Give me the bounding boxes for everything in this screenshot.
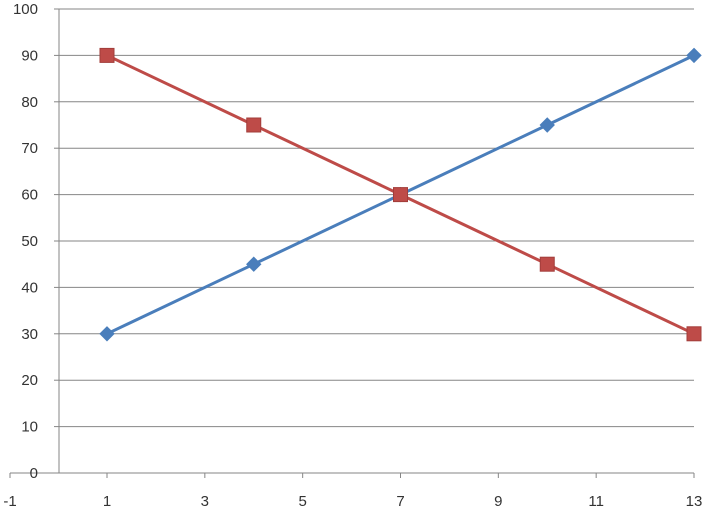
y-tick-label: 90: [21, 47, 38, 64]
y-tick-label: 70: [21, 140, 38, 157]
y-tick-label: 0: [30, 465, 38, 482]
y-tick-label: 80: [21, 94, 38, 111]
series-2-point-3: [393, 187, 408, 203]
y-tick-label: 40: [21, 279, 38, 296]
series-2-point-4: [539, 256, 555, 272]
y-tick-label: 10: [21, 419, 38, 436]
x-tick-label: 9: [494, 493, 502, 509]
x-tick-label: 7: [396, 493, 404, 509]
gridlines: [59, 8, 694, 428]
x-tick-label: 5: [298, 493, 306, 509]
y-tick-label: 50: [21, 233, 38, 250]
series-1-point-4: [539, 117, 555, 133]
series-2: [99, 47, 702, 342]
x-tick-label: 13: [686, 493, 703, 509]
y-tick-label: 100: [13, 1, 38, 18]
x-tick-label: 3: [201, 493, 209, 509]
x-tick-label: -1: [3, 493, 16, 509]
y-tick-label: 30: [21, 326, 38, 343]
series-2-point-5: [686, 326, 702, 342]
series-1-point-1: [99, 326, 115, 342]
axes: [9, 8, 695, 478]
x-tick-label: 11: [588, 493, 604, 509]
x-tick-label: 1: [103, 493, 111, 509]
series-1-point-2: [246, 256, 262, 272]
series-2-point-2: [246, 117, 262, 133]
y-tick-label: 20: [21, 372, 38, 389]
series: [99, 47, 702, 342]
y-tick-label: 60: [21, 187, 38, 204]
series-2-point-1: [99, 47, 115, 63]
series-1-point-5: [686, 47, 702, 64]
